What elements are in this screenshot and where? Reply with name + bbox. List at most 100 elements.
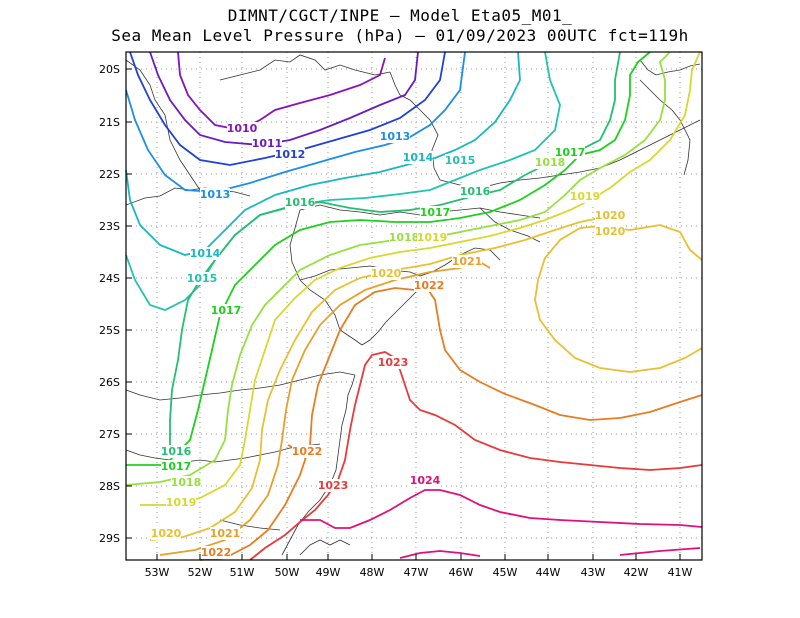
contour-label-background bbox=[535, 156, 565, 169]
contour-label-background bbox=[420, 206, 450, 219]
contour-label: 1017 bbox=[555, 146, 586, 159]
contour-label: 1020 bbox=[595, 225, 626, 238]
contour-label: 1018 bbox=[535, 156, 566, 169]
contour-label: 1022 bbox=[414, 279, 445, 292]
x-tick-label: 44W bbox=[536, 566, 561, 579]
isobar-1021 bbox=[159, 261, 491, 556]
contour-label: 1020 bbox=[151, 527, 182, 540]
contour-label-background bbox=[318, 479, 348, 492]
isobar-1010 bbox=[177, 51, 386, 131]
isobar-1024 bbox=[300, 489, 703, 529]
contour-label: 1015 bbox=[187, 272, 218, 285]
contour-label: 1022 bbox=[201, 546, 232, 559]
contour-label-background bbox=[460, 185, 490, 198]
y-tick-label: 29S bbox=[99, 532, 120, 545]
contour-label-background bbox=[410, 474, 440, 487]
contour-label: 1014 bbox=[403, 151, 434, 164]
contour-label: 1011 bbox=[252, 137, 283, 150]
isobar-1023 bbox=[249, 351, 401, 561]
y-tick-label: 26S bbox=[99, 376, 120, 389]
contour-label-background bbox=[570, 190, 600, 203]
isobar-1017 bbox=[126, 51, 651, 466]
contour-label: 1022 bbox=[292, 445, 323, 458]
contour-label: 1016 bbox=[285, 196, 316, 209]
contour-label-background bbox=[211, 304, 241, 317]
contour-label: 1020 bbox=[371, 267, 402, 280]
y-tick-label: 22S bbox=[99, 168, 120, 181]
contour-label-background bbox=[380, 130, 410, 143]
x-tick-label: 47W bbox=[404, 566, 429, 579]
isobar-1014 bbox=[125, 51, 521, 256]
contour-label-background bbox=[171, 476, 201, 489]
isobar-1012 bbox=[129, 51, 446, 166]
x-tick-label: 53W bbox=[145, 566, 170, 579]
contour-label-background bbox=[389, 231, 419, 244]
x-tick-label: 52W bbox=[188, 566, 213, 579]
contour-label-background bbox=[414, 279, 444, 292]
contour-label: 1014 bbox=[190, 247, 221, 260]
y-tick-label: 24S bbox=[99, 272, 120, 285]
y-tick-label: 20S bbox=[99, 63, 120, 76]
contour-label-background bbox=[201, 546, 231, 559]
contour-label-background bbox=[445, 154, 475, 167]
contour-label: 1017 bbox=[161, 460, 192, 473]
contour-label: 1017 bbox=[420, 206, 451, 219]
isobar-1020 bbox=[149, 217, 601, 541]
contour-label-background bbox=[595, 209, 625, 222]
isobar-1015 bbox=[125, 51, 561, 311]
map-title: DIMNT/CGCT/INPE — Model Eta05_M01_ bbox=[227, 6, 573, 25]
map-subtitle: Sea Mean Level Pressure (hPa) — 01/09/20… bbox=[111, 26, 689, 45]
contour-label-background bbox=[595, 225, 625, 238]
y-tick-label: 28S bbox=[99, 480, 120, 493]
y-axis: 20S 21S 22S 23S 24S 25S 26S 27S 28S 29S bbox=[99, 63, 132, 545]
contour-label-background bbox=[227, 122, 257, 135]
isobar-1022 bbox=[199, 284, 426, 561]
contour-label: 1019 bbox=[570, 190, 601, 203]
x-tick-label: 46W bbox=[449, 566, 474, 579]
contour-label: 1021 bbox=[210, 527, 241, 540]
contour-label: 1015 bbox=[445, 154, 476, 167]
x-tick-label: 43W bbox=[581, 566, 606, 579]
x-tick-label: 51W bbox=[230, 566, 255, 579]
contour-label-background bbox=[200, 188, 230, 201]
contour-label: 1021 bbox=[452, 255, 483, 268]
contour-label-background bbox=[252, 137, 282, 150]
y-tick-label: 23S bbox=[99, 220, 120, 233]
contour-label: 1019 bbox=[417, 231, 448, 244]
isobar-1023-south bbox=[399, 369, 703, 471]
contour-label-background bbox=[555, 146, 585, 159]
contour-label-background bbox=[452, 255, 482, 268]
isobar-1024-south bbox=[399, 550, 481, 559]
contour-label-background bbox=[275, 148, 305, 161]
contour-label: 1013 bbox=[200, 188, 231, 201]
isobar-1022-south bbox=[424, 284, 703, 421]
contour-label-background bbox=[161, 460, 191, 473]
isobar-1019 bbox=[140, 51, 701, 506]
contour-label: 1018 bbox=[171, 476, 202, 489]
contour-label: 1013 bbox=[380, 130, 411, 143]
x-tick-label: 50W bbox=[275, 566, 300, 579]
contour-label-background bbox=[187, 272, 217, 285]
contour-label: 1023 bbox=[378, 356, 409, 369]
contour-label: 1017 bbox=[211, 304, 242, 317]
isobar-1024-east bbox=[619, 547, 701, 556]
contour-label-background bbox=[417, 231, 447, 244]
y-tick-label: 27S bbox=[99, 428, 120, 441]
contour-label: 1024 bbox=[410, 474, 441, 487]
x-tick-label: 49W bbox=[316, 566, 341, 579]
contour-label-background bbox=[210, 527, 240, 540]
isobar-1020-closed bbox=[534, 225, 703, 373]
contour-label-background bbox=[371, 267, 401, 280]
contour-label: 1016 bbox=[161, 445, 192, 458]
y-tick-label: 25S bbox=[99, 324, 120, 337]
contour-label-background bbox=[403, 151, 433, 164]
contour-label-background bbox=[285, 196, 315, 209]
contour-label-background bbox=[151, 527, 181, 540]
contour-label: 1012 bbox=[275, 148, 306, 161]
x-tick-label: 45W bbox=[493, 566, 518, 579]
contour-label-background bbox=[292, 445, 322, 458]
contour-label: 1020 bbox=[595, 209, 626, 222]
contour-label-background bbox=[190, 247, 220, 260]
